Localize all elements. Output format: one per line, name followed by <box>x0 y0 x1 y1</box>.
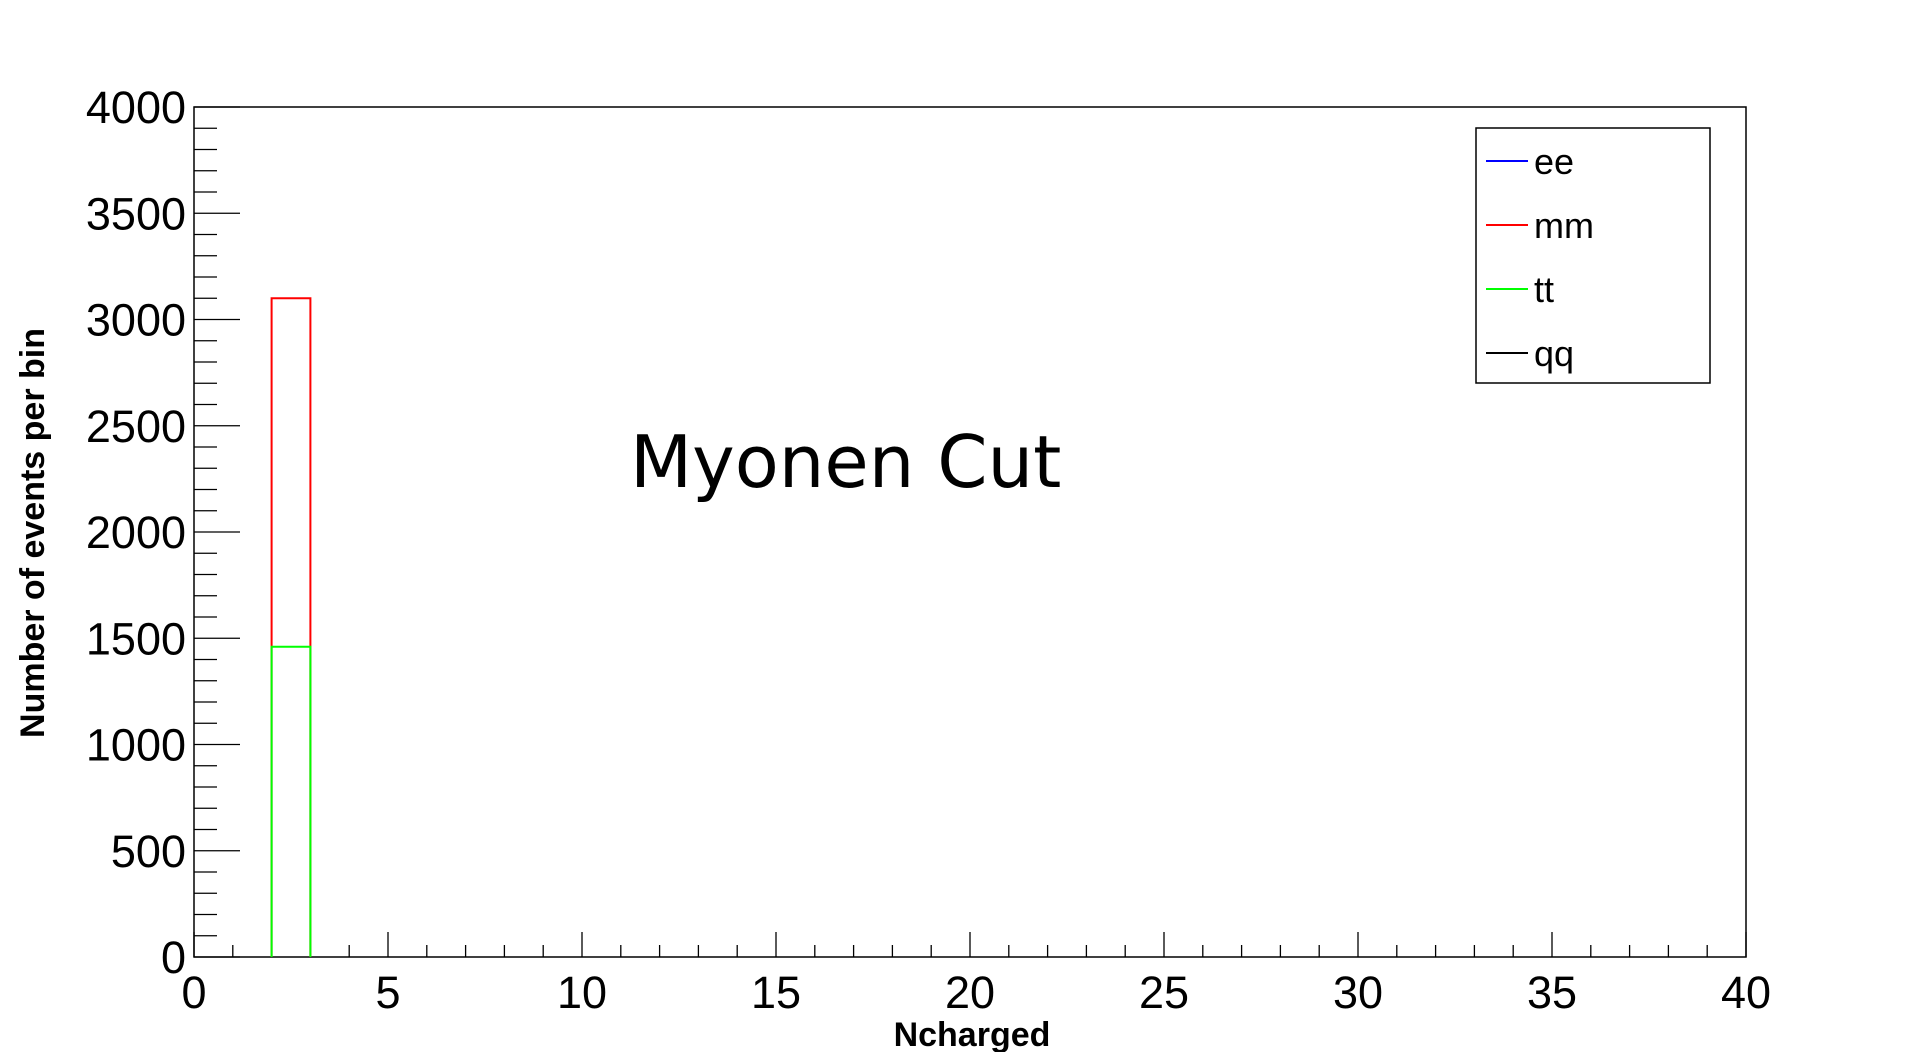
y-tick-label: 3000 <box>86 295 186 346</box>
legend: ee mm tt qq <box>1475 127 1711 384</box>
y-axis-title: Number of events per bin <box>14 328 52 738</box>
x-tick-label: 15 <box>751 967 801 1018</box>
legend-label-qq: qq <box>1534 333 1574 374</box>
x-tick-label: 30 <box>1333 967 1383 1018</box>
x-tick-label: 35 <box>1527 967 1577 1018</box>
x-tick-label: 40 <box>1721 967 1771 1018</box>
x-axis-title: Ncharged <box>894 1016 1051 1052</box>
x-tick-label: 20 <box>945 967 995 1018</box>
y-tick-label: 3500 <box>86 188 186 239</box>
x-tick-label: 25 <box>1139 967 1189 1018</box>
legend-label-ee: ee <box>1534 141 1574 182</box>
histogram-bar-mm <box>270 297 312 957</box>
y-tick-label: 2500 <box>86 401 186 452</box>
histogram-bar-tt <box>270 645 312 957</box>
y-tick-label: 500 <box>111 826 186 877</box>
y-tick-label: 4000 <box>86 82 186 133</box>
x-tick-label: 0 <box>181 967 206 1018</box>
y-tick-label: 1500 <box>86 613 186 664</box>
histogram-bars <box>270 297 312 957</box>
chart-annotation: Myonen Cut <box>630 420 1061 504</box>
tick-labels: 0 5 10 15 20 25 30 35 40 0 500 1000 1500 2000 2500 3000… <box>86 82 1771 1018</box>
x-tick-label: 10 <box>557 967 607 1018</box>
legend-box <box>1475 127 1711 384</box>
y-tick-label: 0 <box>161 932 186 983</box>
legend-label-mm: mm <box>1534 205 1594 246</box>
y-tick-label: 1000 <box>86 720 186 771</box>
x-tick-label: 5 <box>375 967 400 1018</box>
y-tick-label: 2000 <box>86 507 186 558</box>
legend-label-tt: tt <box>1534 269 1554 310</box>
